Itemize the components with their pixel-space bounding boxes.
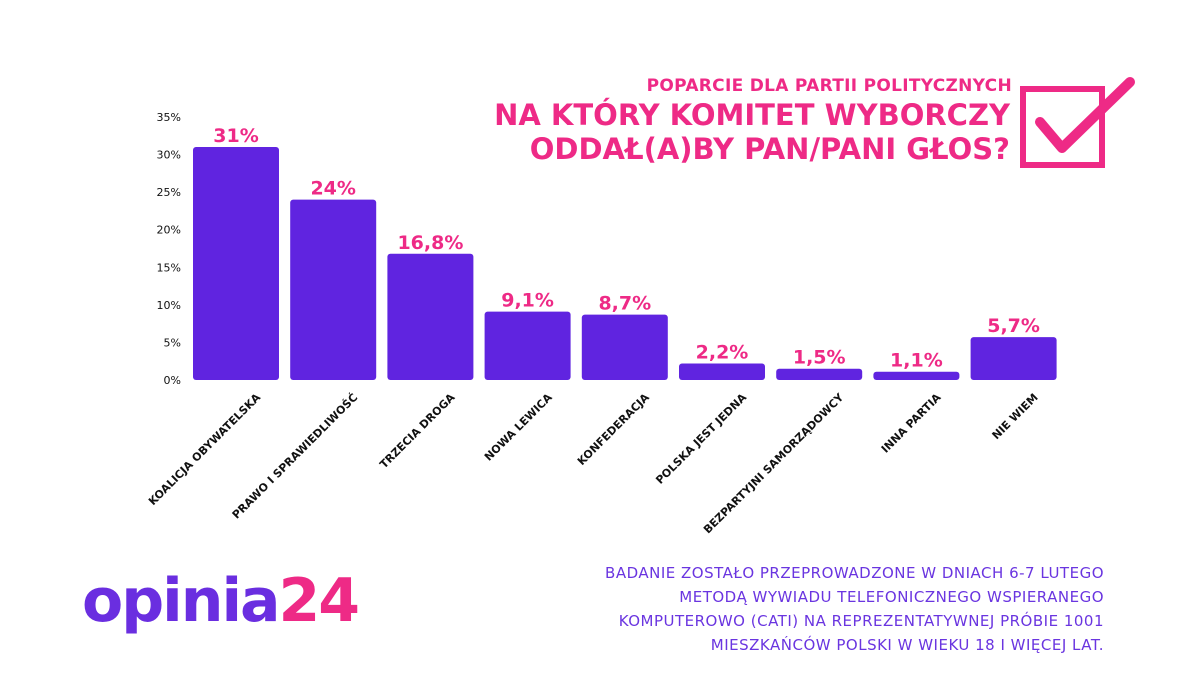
bar [970, 337, 1057, 380]
data-label: 8,7% [598, 293, 651, 315]
data-label: 31% [213, 125, 258, 147]
data-label: 1,1% [890, 350, 943, 372]
x-tick-label: TRZECIA DROGA [377, 391, 458, 472]
chart-subtitle: POPARCIE DLA PARTII POLITYCZNYCH [646, 76, 1012, 96]
bar [387, 253, 474, 380]
data-label: 16,8% [397, 232, 463, 254]
data-label: 1,5% [793, 347, 846, 369]
logo-number: 24 [278, 566, 360, 636]
y-tick-label: 10% [157, 299, 181, 312]
x-tick-label: INNA PARTIA [879, 391, 944, 456]
y-tick-label: 15% [157, 261, 181, 274]
bar [776, 368, 863, 380]
y-tick-label: 0% [164, 374, 181, 387]
note-line-4: MIESZKAŃCÓW POLSKI W WIEKU 18 I WIĘCEJ L… [710, 636, 1104, 654]
y-tick-label: 30% [157, 149, 181, 162]
bar [581, 314, 668, 380]
bar [484, 311, 571, 380]
opinia24-logo: opinia24 [82, 566, 360, 636]
y-tick-label: 20% [157, 224, 181, 237]
methodology-note: BADANIE ZOSTAŁO PRZEPROWADZONE W DNIACH … [484, 561, 1104, 657]
bar [679, 363, 765, 380]
y-tick-label: 5% [164, 336, 181, 349]
data-label: 5,7% [987, 315, 1040, 337]
y-tick-label: 25% [157, 186, 181, 199]
note-line-1: BADANIE ZOSTAŁO PRZEPROWADZONE W DNIACH … [605, 564, 1104, 582]
data-label: 9,1% [501, 290, 554, 312]
x-tick-label: POLSKA JEST JEDNA [653, 391, 749, 487]
bar [290, 199, 377, 380]
checkbox-check-icon [1020, 77, 1135, 168]
note-line-3: KOMPUTEROWO (CATI) NA REPREZENTATYWNEJ P… [618, 612, 1104, 630]
logo-text: opinia [82, 566, 281, 636]
data-label: 24% [310, 178, 355, 200]
title-line-1: NA KTÓRY KOMITET WYBORCZY [494, 98, 1010, 132]
x-tick-label: KONFEDERACJA [575, 391, 652, 468]
note-line-2: METODĄ WYWIADU TELEFONICZNEGO WSPIERANEG… [679, 588, 1104, 606]
y-tick-label: 35% [157, 111, 181, 124]
bar [873, 371, 960, 380]
x-tick-label: NOWA LEWICA [482, 391, 555, 464]
bar-chart: 0% 5% 10% 15% 20% 25% 30% 35% 31% KOALICJA OBYWAT… [146, 111, 1057, 536]
bar [193, 147, 279, 380]
data-label: 2,2% [696, 341, 749, 363]
title-line-2: ODDAŁ(A)BY PAN/PANI GŁOS? [529, 132, 1010, 166]
x-tick-label: KOALICJA OBYWATELSKA [146, 391, 263, 508]
x-tick-label: NIE WIEM [990, 391, 1041, 442]
chart-title: NA KTÓRY KOMITET WYBORCZY ODDAŁ(A)BY PAN… [494, 98, 1010, 166]
